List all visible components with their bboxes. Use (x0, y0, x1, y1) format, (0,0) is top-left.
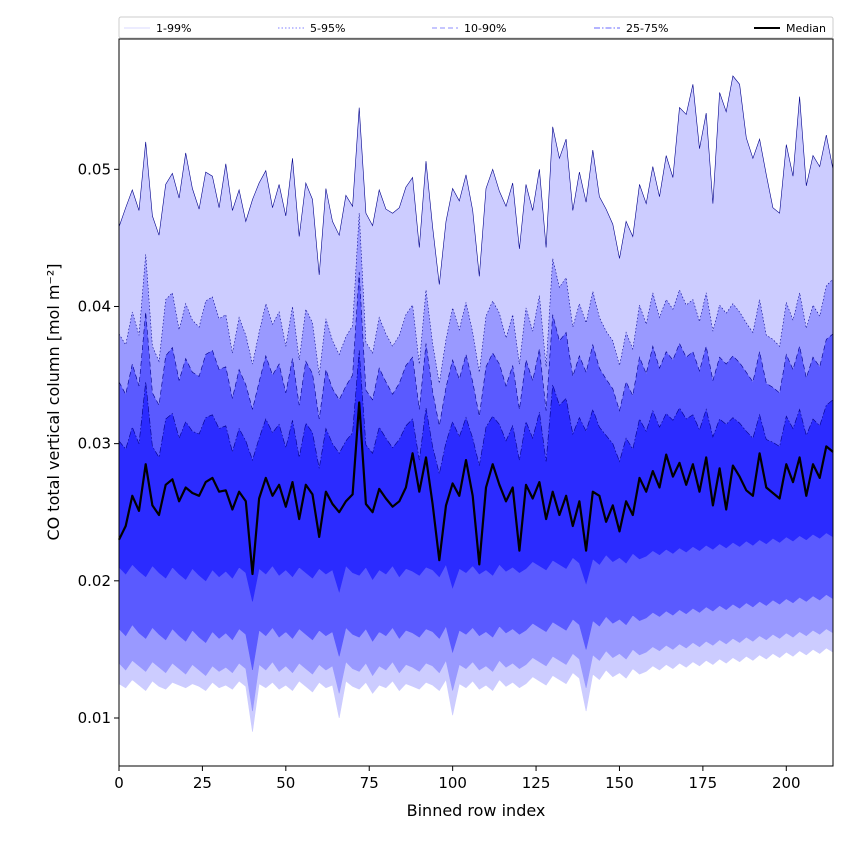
x-tick-label: 50 (276, 774, 295, 792)
legend-label: 10-90% (464, 22, 506, 35)
band-area-25-75% (119, 350, 833, 602)
y-tick-label: 0.02 (78, 572, 111, 590)
x-tick-label: 125 (522, 774, 551, 792)
y-tick-label: 0.04 (78, 297, 111, 315)
x-tick-label: 100 (438, 774, 467, 792)
x-tick-label: 175 (689, 774, 718, 792)
y-tick-label: 0.03 (78, 435, 111, 453)
band-upper-edge-25-75% (118, 350, 834, 474)
legend-label: Median (786, 22, 826, 35)
band-upper-edge-10-90% (118, 272, 834, 426)
x-axis: 0 25 50 75 100 125 150 175 200 (114, 766, 801, 792)
x-tick-label: 25 (193, 774, 212, 792)
band-lower-edge-1-99% (118, 647, 834, 732)
band-lower-edge-5-95% (118, 628, 834, 712)
legend-box (118, 16, 834, 39)
y-tick-label: 0.05 (78, 160, 111, 178)
y-axis-label: CO total vertical column [mol m⁻²] (44, 263, 63, 540)
plot-frame (118, 38, 834, 767)
x-tick-label: 0 (114, 774, 124, 792)
percentile-bands (118, 75, 834, 732)
band-lower-edge-10-90% (118, 594, 834, 671)
legend: 1-99% 5-95% 10-90% 25-75% Median (118, 16, 834, 39)
x-tick-label: 150 (605, 774, 634, 792)
median-line (118, 401, 834, 576)
y-axis: 0.01 0.02 0.03 0.04 0.05 (78, 160, 119, 727)
x-tick-label: 200 (772, 774, 801, 792)
x-tick-label: 75 (360, 774, 379, 792)
band-upper-edge-1-99% (118, 75, 834, 285)
legend-label: 25-75% (626, 22, 668, 35)
x-axis-label: Binned row index (407, 801, 546, 820)
band-lower-edge-25-75% (118, 532, 834, 602)
y-tick-label: 0.01 (78, 709, 111, 727)
legend-label: 1-99% (156, 22, 191, 35)
median-layer (118, 401, 834, 576)
legend-label: 5-95% (310, 22, 345, 35)
